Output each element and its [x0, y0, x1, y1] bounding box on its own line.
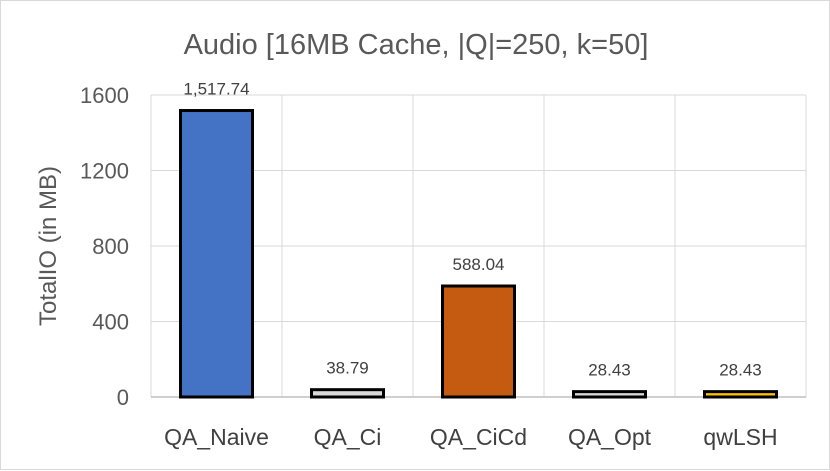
y-axis-ticks: 0 400 800 1200 1600 — [80, 83, 129, 410]
bars — [179, 109, 778, 399]
gridlines — [150, 94, 807, 398]
category-label: qwLSH — [703, 424, 777, 450]
data-label: 588.04 — [453, 255, 505, 274]
y-tick-label: 800 — [92, 234, 129, 259]
bar-qa-naive — [179, 109, 254, 399]
chart-title: Audio [16MB Cache, |Q|=250, k=50] — [184, 29, 649, 61]
y-tick-label: 0 — [117, 385, 129, 410]
data-label: 38.79 — [326, 359, 369, 378]
y-tick-label: 1600 — [80, 83, 129, 108]
bar-qa-ci — [310, 388, 385, 399]
data-label: 1,517.74 — [183, 80, 249, 99]
bar-qa-cicd — [441, 284, 516, 399]
bar-qwlsh — [703, 390, 778, 399]
y-axis-title: TotalIO (in MB) — [35, 166, 62, 326]
x-axis-categories: QA_Naive QA_Ci QA_CiCd QA_Opt qwLSH — [164, 424, 777, 450]
category-label: QA_Opt — [568, 424, 652, 450]
data-label: 28.43 — [588, 361, 631, 380]
category-label: QA_Ci — [314, 424, 382, 450]
y-tick-label: 1200 — [80, 159, 129, 184]
y-tick-label: 400 — [92, 310, 129, 335]
category-label: QA_CiCd — [430, 424, 527, 450]
data-label: 28.43 — [719, 361, 762, 380]
category-label: QA_Naive — [164, 424, 269, 450]
data-labels: 1,517.74 38.79 588.04 28.43 28.43 — [183, 80, 761, 380]
bar-qa-opt — [572, 390, 647, 399]
